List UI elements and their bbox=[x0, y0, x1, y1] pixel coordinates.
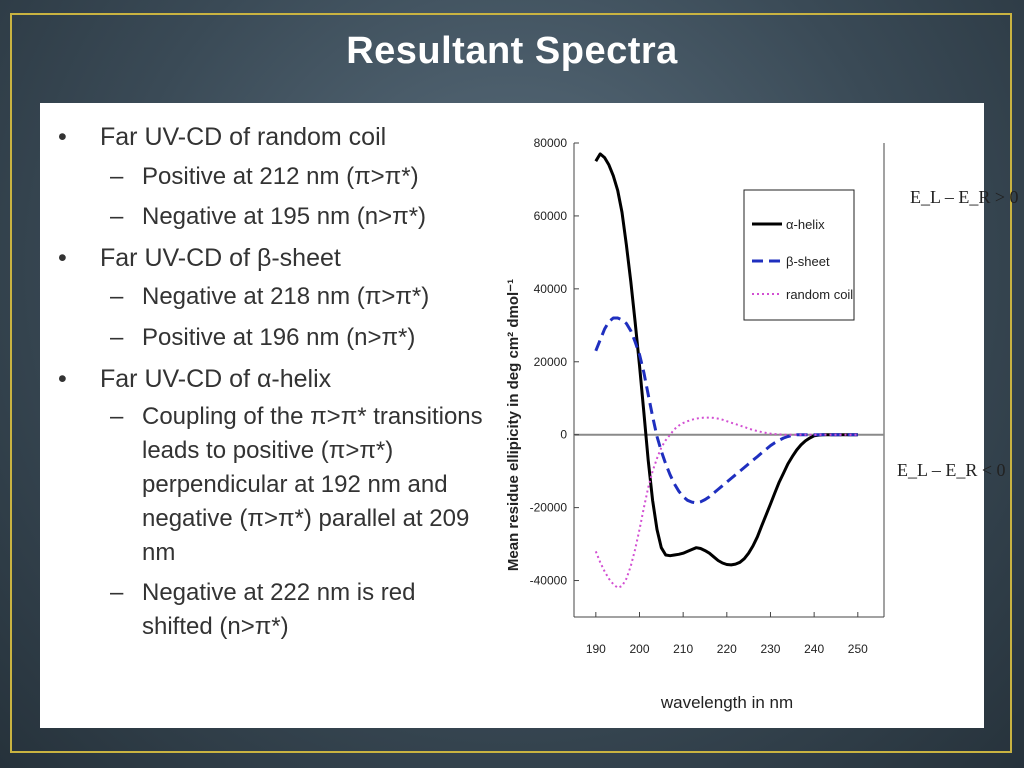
y-tick-label: 0 bbox=[560, 428, 567, 442]
sub-bullet-symbol: – bbox=[110, 203, 124, 230]
x-axis-label: wavelength in nm bbox=[660, 693, 793, 712]
bullet-text: Far UV-CD of random coil bbox=[100, 123, 387, 151]
bullet-symbol: • bbox=[58, 123, 67, 151]
sub-bullet-symbol: – bbox=[110, 579, 124, 606]
bullet-symbol: • bbox=[58, 365, 67, 393]
bullet-symbol: • bbox=[58, 244, 67, 272]
legend-label-beta-sheet: β-sheet bbox=[786, 254, 830, 269]
annotation-positive: E_L – E_R > 0 bbox=[910, 187, 1018, 207]
y-tick-label: -40000 bbox=[530, 574, 568, 588]
series-lines bbox=[594, 152, 858, 589]
legend-box bbox=[743, 189, 855, 321]
annotation-negative: E_L – E_R < 0 bbox=[897, 460, 1005, 480]
legend-label-random-coil: random coil bbox=[786, 287, 853, 302]
slide-title: Resultant Spectra bbox=[346, 30, 678, 72]
sub-bullet-symbol: – bbox=[110, 163, 124, 190]
sub-bullet-text: Negative at 195 nm (n>π*) bbox=[142, 203, 427, 230]
x-tick-label: 190 bbox=[586, 642, 606, 656]
x-tick-label: 210 bbox=[673, 642, 693, 656]
sub-bullet-symbol: – bbox=[110, 403, 124, 430]
x-tick-label: 200 bbox=[629, 642, 649, 656]
sub-bullet-symbol: – bbox=[110, 283, 124, 310]
series-line---sheet bbox=[594, 316, 858, 505]
x-tick-labels: 190 200 210 220 230 240 250 bbox=[586, 612, 868, 656]
y-tick-label: 80000 bbox=[534, 136, 568, 150]
bullet-text: Far UV-CD of β-sheet bbox=[100, 244, 341, 272]
sub-bullet-text: Negative at 222 nm is red shifted (n>π*) bbox=[142, 579, 416, 640]
sub-bullet-text: Positive at 196 nm (n>π*) bbox=[142, 324, 416, 351]
x-tick-label: 250 bbox=[848, 642, 868, 656]
sub-bullet-symbol: – bbox=[110, 324, 124, 351]
y-tick-labels: 80000 60000 40000 20000 0 -20000 -40000 bbox=[530, 136, 579, 588]
y-axis-label: Mean residue ellipicity in deg cm² dmol⁻… bbox=[505, 279, 522, 571]
bullet-text: Far UV-CD of α-helix bbox=[100, 365, 332, 393]
legend: α-helix β-sheet random coil bbox=[743, 189, 855, 321]
x-tick-label: 220 bbox=[717, 642, 737, 656]
x-tick-label: 240 bbox=[804, 642, 824, 656]
sub-bullet-text: Negative at 218 nm (π>π*) bbox=[142, 283, 430, 310]
sub-bullet-text: Positive at 212 nm (π>π*) bbox=[142, 163, 419, 190]
y-tick-label: 60000 bbox=[534, 209, 568, 223]
legend-label-alpha-helix: α-helix bbox=[786, 217, 825, 232]
slide-border bbox=[10, 13, 1012, 753]
x-tick-label: 230 bbox=[760, 642, 780, 656]
series-line-random-coil bbox=[594, 416, 858, 589]
y-tick-label: -20000 bbox=[530, 501, 568, 515]
y-tick-label: 40000 bbox=[534, 282, 568, 296]
sub-bullet-text: Coupling of the π>π* transitions leads t… bbox=[142, 403, 483, 566]
y-tick-label: 20000 bbox=[534, 355, 568, 369]
